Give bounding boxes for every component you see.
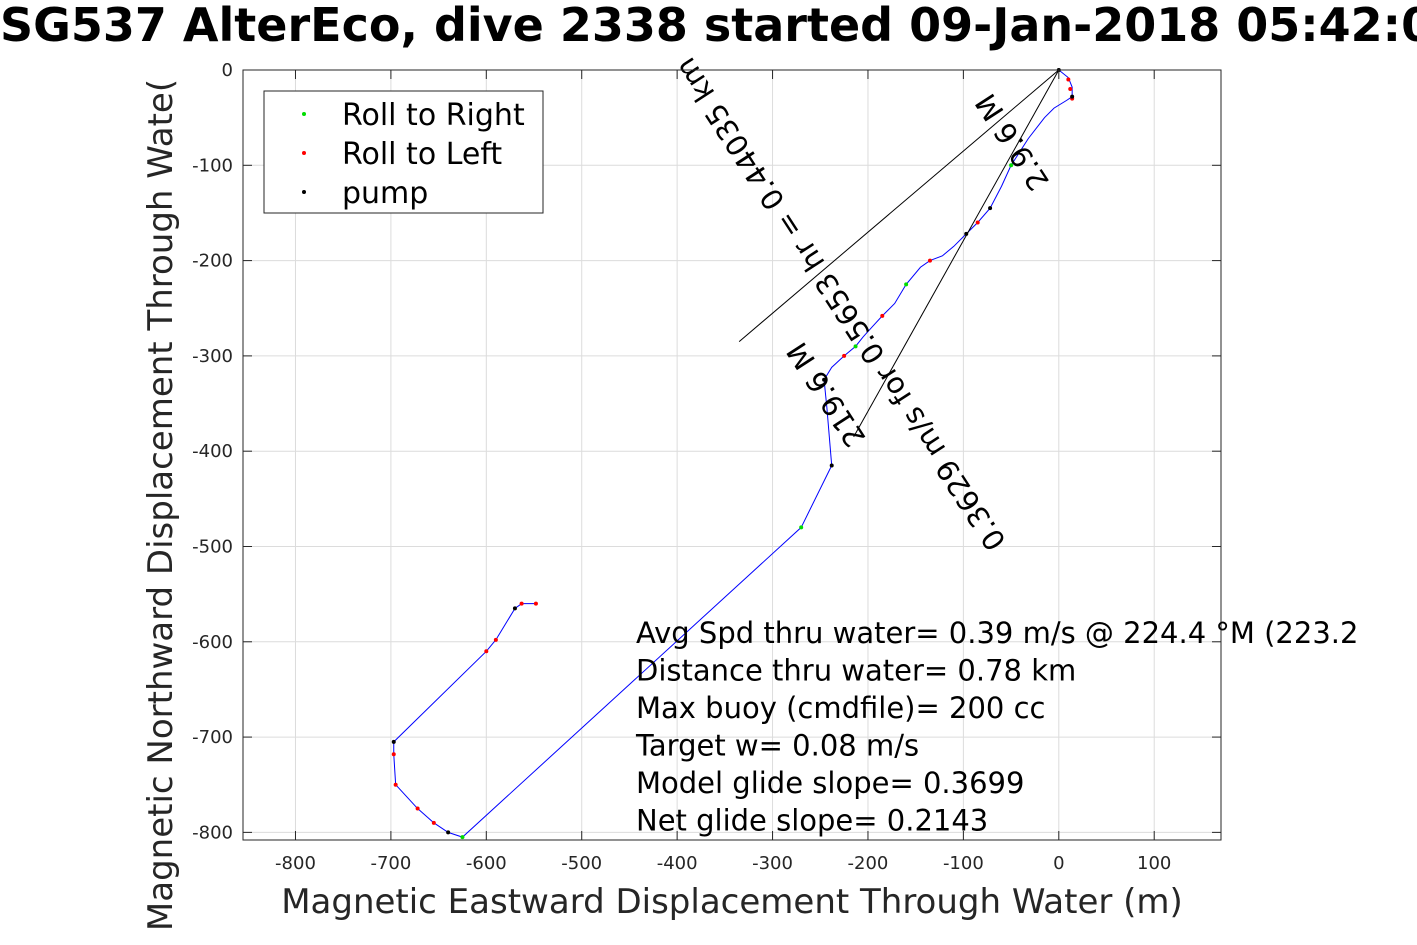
- rotated-labels: 2.9.6 M0.3629 m/s for 0.5653 hr = 0.4403…: [668, 52, 1056, 557]
- roll-to-left-marker: [975, 220, 980, 225]
- legend-label: Roll to Left: [342, 137, 502, 172]
- x-tick-label: 0: [1053, 853, 1064, 874]
- y-tick-label: -700: [192, 727, 233, 748]
- x-axis-label: Magnetic Eastward Displacement Through W…: [281, 882, 1183, 922]
- x-tick-label: -200: [848, 853, 889, 874]
- stats-annotations: Avg Spd thru water= 0.39 m/s @ 224.4 °M …: [635, 616, 1358, 838]
- y-tick-label: -100: [192, 155, 233, 176]
- heading-label: 0.3629 m/s for 0.5653 hr = 0.44035 km: [668, 52, 1012, 557]
- stat-line: Target w= 0.08 m/s: [635, 729, 919, 763]
- roll-to-right-marker: [853, 344, 858, 349]
- x-tick-label: -100: [943, 853, 984, 874]
- roll-to-left-marker: [391, 752, 396, 757]
- stat-line: Distance thru water= 0.78 km: [636, 654, 1076, 688]
- pump-marker: [988, 206, 993, 211]
- x-tick-label: -400: [657, 853, 698, 874]
- pump-marker: [822, 377, 827, 382]
- x-tick-label: -300: [752, 853, 793, 874]
- roll-to-left-marker: [493, 637, 498, 642]
- y-tick-label: -500: [192, 536, 233, 557]
- roll-to-right-marker: [1009, 163, 1014, 168]
- x-tick-label: -600: [466, 853, 507, 874]
- y-axis-label: Magnetic Northward Displacement Through …: [141, 79, 181, 931]
- y-tick-label: -400: [192, 441, 233, 462]
- x-tick-label: -700: [370, 853, 411, 874]
- stat-line: Avg Spd thru water= 0.39 m/s @ 224.4 °M …: [636, 616, 1358, 650]
- stat-line: Model glide slope= 0.3699: [636, 766, 1024, 800]
- roll-to-left-marker: [519, 601, 524, 606]
- roll-to-left-marker: [1068, 87, 1073, 92]
- roll-to-left-marker: [415, 806, 420, 811]
- legend-marker: [302, 112, 306, 116]
- pump-marker: [446, 830, 451, 835]
- x-tick-label: 100: [1137, 853, 1171, 874]
- roll-to-left-marker: [533, 601, 538, 606]
- heading-line: [853, 69, 1060, 438]
- y-tick-label: -800: [192, 822, 233, 843]
- stat-line: Net glide slope= 0.2143: [636, 804, 988, 838]
- y-tick-label: -200: [192, 251, 233, 272]
- roll-to-right-marker: [799, 525, 804, 530]
- heading-line: [738, 69, 1060, 342]
- roll-to-right-marker: [460, 835, 465, 840]
- y-tick-label: 0: [222, 60, 233, 81]
- heading-label: 2.9.6 M: [969, 88, 1056, 197]
- legend-label: pump: [342, 176, 428, 211]
- y-ticks: 0 -100 -200 -300 -400 -500 -600 -700 -800: [192, 60, 1221, 843]
- roll-to-left-marker: [393, 782, 398, 787]
- legend-label: Roll to Right: [342, 98, 525, 133]
- roll-to-left-marker: [431, 820, 436, 825]
- roll-to-left-marker: [1066, 77, 1071, 82]
- legend-box: [263, 90, 544, 214]
- track-line: [393, 69, 1073, 838]
- y-tick-label: -600: [192, 632, 233, 653]
- chart-title: SG537 AlterEco, dive 2338 started 09-Jan…: [0, 0, 1417, 52]
- pump-marker: [829, 463, 834, 468]
- x-tick-label: -800: [275, 853, 316, 874]
- roll-to-right-marker: [904, 282, 909, 287]
- marker-layer: [391, 68, 1075, 840]
- roll-to-left-marker: [927, 258, 932, 263]
- y-tick-label: -300: [192, 346, 233, 367]
- track-layer: [393, 69, 1073, 838]
- roll-to-left-marker: [842, 353, 847, 358]
- legend: Roll to Right Roll to Left pump: [263, 90, 544, 214]
- pump-marker: [1070, 94, 1075, 99]
- heading-lines: [738, 69, 1060, 438]
- pump-marker: [391, 739, 396, 744]
- x-tick-label: -500: [561, 853, 602, 874]
- legend-marker: [302, 190, 306, 194]
- stat-line: Max buoy (cmdfile)= 200 cc: [636, 691, 1045, 725]
- roll-to-left-marker: [880, 313, 885, 318]
- x-ticks: -800 -700 -600 -500 -400 -300 -200 -100 0 100: [275, 70, 1171, 874]
- legend-marker: [302, 151, 306, 155]
- axes-box: [242, 69, 1222, 841]
- roll-to-left-marker: [484, 649, 489, 654]
- pump-marker: [512, 606, 517, 611]
